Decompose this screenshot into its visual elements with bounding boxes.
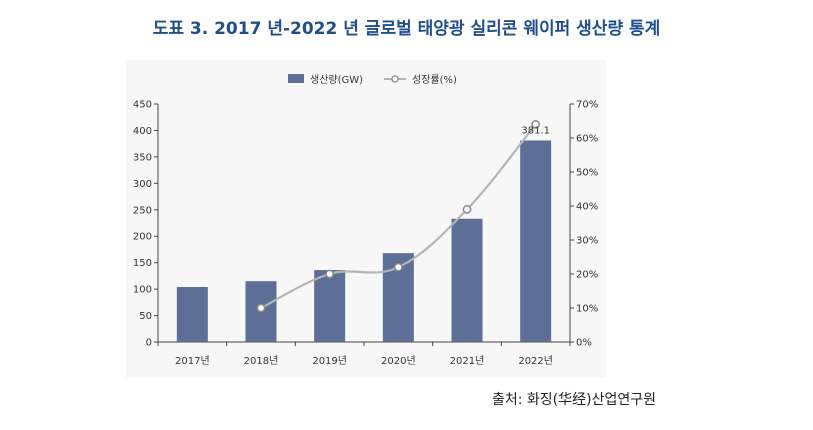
left-tick-label: 200 xyxy=(133,232,152,243)
left-tick-label: 400 xyxy=(133,126,152,137)
x-tick-label: 2022년 xyxy=(518,355,553,367)
x-tick-label: 2021년 xyxy=(450,355,485,367)
chart-title: 도표 3. 2017 년-2022 년 글로벌 태양광 실리콘 웨이퍼 생산량 … xyxy=(152,19,661,39)
left-tick-label: 100 xyxy=(133,285,152,296)
chart-area: 0 50 100 150 200 250 300 350 400 450 0% 10% 20% 30% 40… xyxy=(126,60,606,378)
legend-swatch-bar xyxy=(288,74,304,83)
x-tick-label: 2020년 xyxy=(381,355,416,367)
growth-marker xyxy=(462,205,472,214)
right-tick-label: 30% xyxy=(576,236,598,247)
left-tick-label: 250 xyxy=(133,205,152,216)
data-label: 381.1 xyxy=(521,125,550,136)
right-tick-label: 0% xyxy=(576,338,592,349)
left-tick-label: 300 xyxy=(133,179,152,190)
x-tick-label: 2018년 xyxy=(244,355,279,367)
bar xyxy=(314,270,346,342)
bar xyxy=(176,286,208,342)
growth-marker xyxy=(531,120,541,129)
left-tick-label: 150 xyxy=(133,258,152,269)
right-tick-label: 10% xyxy=(576,304,598,315)
growth-marker xyxy=(393,262,403,272)
right-tick-label: 60% xyxy=(576,134,598,145)
legend-label-bar: 생산량(GW) xyxy=(310,74,363,86)
bar xyxy=(451,218,483,342)
right-tick-label: 40% xyxy=(576,202,598,213)
combo-chart: 0 50 100 150 200 250 300 350 400 450 0% 10% 20% 30% 40… xyxy=(133,74,598,367)
legend-swatch-marker xyxy=(391,75,399,83)
left-tick-label: 50 xyxy=(139,311,152,322)
right-tick-label: 50% xyxy=(576,168,598,179)
x-tick-label: 2019년 xyxy=(312,355,347,367)
x-tick-label: 2017년 xyxy=(175,355,210,367)
right-tick-label: 20% xyxy=(576,270,598,281)
bar xyxy=(520,140,552,342)
left-tick-label: 0 xyxy=(146,338,152,349)
growth-marker xyxy=(325,269,335,279)
left-tick-label: 450 xyxy=(133,100,152,111)
source-note: 출처: 화징(华经)산업연구원 xyxy=(492,392,657,408)
left-tick-label: 350 xyxy=(133,152,152,163)
growth-marker xyxy=(256,303,266,313)
legend-label-line: 성장률(%) xyxy=(412,74,457,86)
right-tick-label: 70% xyxy=(576,100,598,111)
